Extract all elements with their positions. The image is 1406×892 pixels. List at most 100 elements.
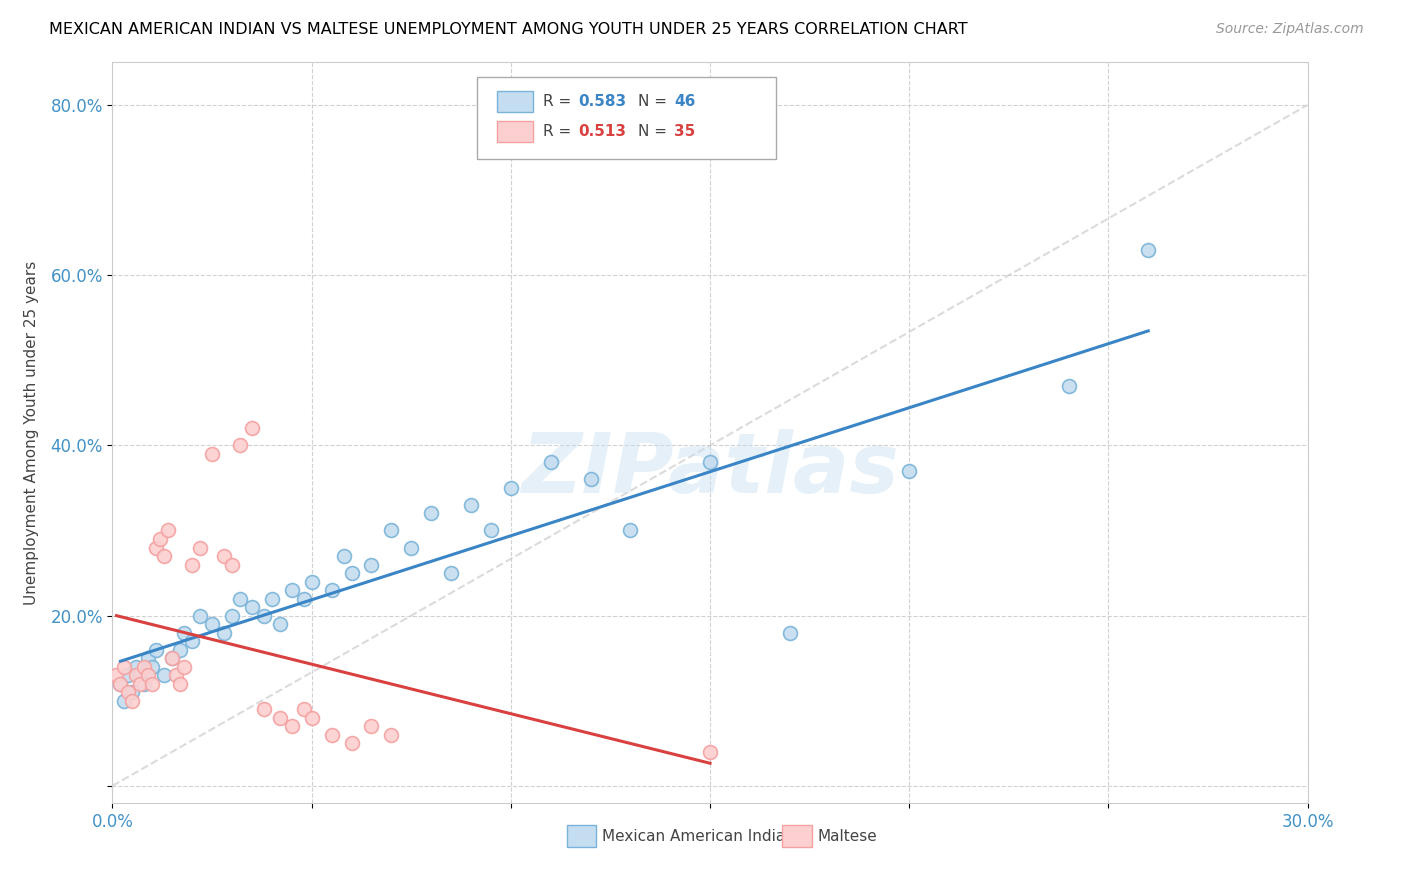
Point xyxy=(301,711,323,725)
Y-axis label: Unemployment Among Youth under 25 years: Unemployment Among Youth under 25 years xyxy=(24,260,39,605)
Text: MEXICAN AMERICAN INDIAN VS MALTESE UNEMPLOYMENT AMONG YOUTH UNDER 25 YEARS CORRE: MEXICAN AMERICAN INDIAN VS MALTESE UNEMP… xyxy=(49,22,967,37)
Point xyxy=(221,558,243,572)
Point xyxy=(134,659,156,673)
Point xyxy=(1137,243,1160,257)
Point xyxy=(169,642,191,657)
Point xyxy=(169,676,191,690)
Point xyxy=(141,659,163,673)
Point xyxy=(145,642,167,657)
Point xyxy=(173,625,195,640)
Point xyxy=(212,549,235,563)
Point xyxy=(114,659,135,673)
Point xyxy=(129,668,152,682)
Point xyxy=(149,532,172,546)
Point xyxy=(340,566,363,580)
Point xyxy=(401,541,423,555)
Point xyxy=(125,668,148,682)
FancyBboxPatch shape xyxy=(498,121,533,142)
Point xyxy=(114,694,135,708)
Text: 35: 35 xyxy=(675,124,696,139)
Point xyxy=(162,651,183,665)
FancyBboxPatch shape xyxy=(498,91,533,112)
Point xyxy=(281,719,304,733)
Point xyxy=(117,685,139,699)
Text: 0.583: 0.583 xyxy=(579,95,627,109)
Point xyxy=(269,711,291,725)
Point xyxy=(699,745,721,759)
Point xyxy=(229,438,252,452)
Point xyxy=(121,694,143,708)
FancyBboxPatch shape xyxy=(782,825,811,847)
Point xyxy=(499,481,522,495)
Point xyxy=(479,524,502,538)
Point xyxy=(292,591,315,606)
Text: Mexican American Indians: Mexican American Indians xyxy=(603,829,803,844)
Point xyxy=(380,728,402,742)
Point xyxy=(125,659,148,673)
Point xyxy=(181,634,204,648)
Text: ZIPatlas: ZIPatlas xyxy=(522,429,898,510)
Point xyxy=(117,668,139,682)
Point xyxy=(105,668,128,682)
Point xyxy=(340,736,363,750)
Text: N =: N = xyxy=(638,124,672,139)
Point xyxy=(162,651,183,665)
Point xyxy=(1057,379,1080,393)
Text: Source: ZipAtlas.com: Source: ZipAtlas.com xyxy=(1216,22,1364,37)
Point xyxy=(110,676,132,690)
Point xyxy=(898,464,921,478)
Point xyxy=(420,507,443,521)
Point xyxy=(540,455,562,469)
Point xyxy=(619,524,641,538)
Text: R =: R = xyxy=(543,124,576,139)
Point xyxy=(157,524,180,538)
Point xyxy=(779,625,801,640)
Point xyxy=(173,659,195,673)
Point xyxy=(253,608,276,623)
Point xyxy=(121,685,143,699)
Text: Maltese: Maltese xyxy=(818,829,877,844)
Point xyxy=(138,651,160,665)
Point xyxy=(221,608,243,623)
FancyBboxPatch shape xyxy=(567,825,596,847)
Point xyxy=(138,668,160,682)
Point xyxy=(292,702,315,716)
Point xyxy=(579,472,602,486)
Point xyxy=(141,676,163,690)
FancyBboxPatch shape xyxy=(477,78,776,159)
Point xyxy=(332,549,354,563)
Point xyxy=(301,574,323,589)
Text: 46: 46 xyxy=(675,95,696,109)
Point xyxy=(281,582,304,597)
Point xyxy=(165,668,187,682)
Point xyxy=(240,600,263,615)
Point xyxy=(188,541,211,555)
Point xyxy=(201,447,224,461)
Text: 0.513: 0.513 xyxy=(579,124,627,139)
Point xyxy=(229,591,252,606)
Point xyxy=(260,591,283,606)
Point xyxy=(145,541,167,555)
Point xyxy=(181,558,204,572)
Point xyxy=(110,676,132,690)
Point xyxy=(321,728,343,742)
Point xyxy=(460,498,482,512)
Point xyxy=(153,549,176,563)
Point xyxy=(134,676,156,690)
Point xyxy=(699,455,721,469)
Point xyxy=(360,719,382,733)
Point xyxy=(269,617,291,632)
Point xyxy=(360,558,382,572)
Point xyxy=(253,702,276,716)
Point xyxy=(201,617,224,632)
Point xyxy=(380,524,402,538)
Point xyxy=(212,625,235,640)
Point xyxy=(188,608,211,623)
Point xyxy=(153,668,176,682)
Point xyxy=(440,566,463,580)
Point xyxy=(240,421,263,435)
Point xyxy=(321,582,343,597)
Text: N =: N = xyxy=(638,95,672,109)
Point xyxy=(129,676,152,690)
Text: R =: R = xyxy=(543,95,576,109)
